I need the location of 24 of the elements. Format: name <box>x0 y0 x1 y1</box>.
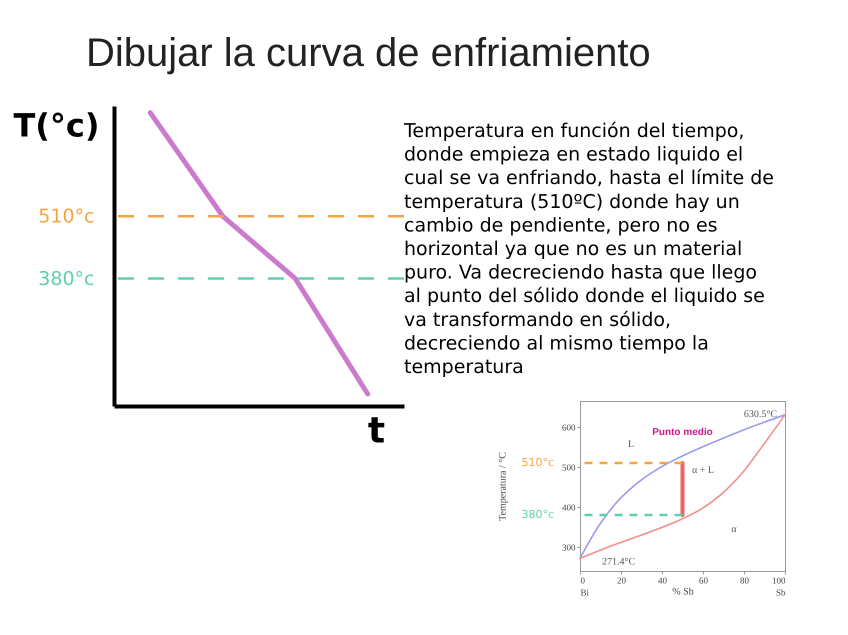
ref-line-label: 380°c <box>521 508 554 521</box>
annotation: 630.5°C <box>744 408 778 420</box>
x-tick-label: 60 <box>699 576 708 586</box>
text: Temperatura en función del tiempo, donde empieza en estado liquido el cual se va enfriando, hasta el límite de temperatura (510ºC) donde hay un cambio de pendiente, pero no es horizontal ya que no es un material puro. Va decreciendo hasta que llego al punto del sólido donde el liquido se va transformando en sólido, decreciendo al mismo tiempo la temperatura <box>404 120 774 378</box>
x-tick-label: 100 Sb <box>772 576 786 598</box>
x-tick-label: 20 <box>617 576 626 586</box>
annotation: α <box>731 524 738 535</box>
y-axis-title: T(°c) <box>13 106 100 144</box>
x-tick-label: 40 <box>658 576 668 586</box>
y-axis-title: Temperatura / °C <box>498 452 508 521</box>
annotation: 271.4°C <box>602 556 636 568</box>
ref-line-label: 510°c <box>521 456 554 469</box>
annotation: L <box>628 439 634 450</box>
y-tick-label: 600 <box>562 422 576 432</box>
x-axis-title: t <box>368 410 386 452</box>
y-tick-label: 500 <box>562 462 576 472</box>
annotation: α + L <box>692 465 714 476</box>
y-tick-label: 300 <box>562 542 576 552</box>
chart-title: Dibujar la curva de enfriamiento <box>86 31 651 75</box>
y-tick-label: 400 <box>562 502 576 512</box>
x-axis-title: % Sb <box>672 586 694 598</box>
x-tick-label: 0 Bi <box>580 576 590 598</box>
annotation: Punto medio <box>652 427 713 438</box>
x-tick-label: 80 <box>740 576 750 586</box>
